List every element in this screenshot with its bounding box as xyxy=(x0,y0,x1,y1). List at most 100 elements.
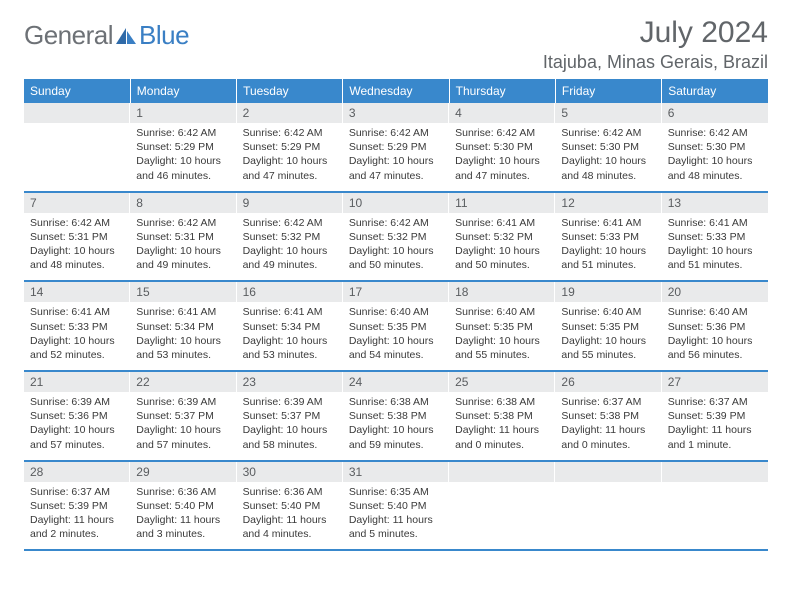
calendar-body: 1Sunrise: 6:42 AMSunset: 5:29 PMDaylight… xyxy=(24,103,768,550)
day-body: Sunrise: 6:42 AMSunset: 5:31 PMDaylight:… xyxy=(130,213,236,281)
sunrise-text: Sunrise: 6:41 AM xyxy=(561,216,655,230)
sunrise-text: Sunrise: 6:42 AM xyxy=(136,126,230,140)
day-body xyxy=(662,482,768,542)
day-body: Sunrise: 6:40 AMSunset: 5:35 PMDaylight:… xyxy=(343,302,449,370)
day-number: 27 xyxy=(662,372,768,392)
day-cell: 1Sunrise: 6:42 AMSunset: 5:29 PMDaylight… xyxy=(130,103,236,192)
day-cell: 22Sunrise: 6:39 AMSunset: 5:37 PMDayligh… xyxy=(130,371,236,461)
day-cell: 13Sunrise: 6:41 AMSunset: 5:33 PMDayligh… xyxy=(662,192,768,282)
day-number: 30 xyxy=(237,462,343,482)
sunrise-text: Sunrise: 6:39 AM xyxy=(243,395,337,409)
daylight-text: Daylight: 10 hours and 46 minutes. xyxy=(136,154,230,182)
day-cell: 5Sunrise: 6:42 AMSunset: 5:30 PMDaylight… xyxy=(555,103,661,192)
day-body: Sunrise: 6:39 AMSunset: 5:37 PMDaylight:… xyxy=(237,392,343,460)
dow-sunday: Sunday xyxy=(24,79,130,103)
day-body: Sunrise: 6:35 AMSunset: 5:40 PMDaylight:… xyxy=(343,482,449,550)
sunset-text: Sunset: 5:36 PM xyxy=(30,409,124,423)
day-number: 6 xyxy=(662,103,768,123)
day-cell: 18Sunrise: 6:40 AMSunset: 5:35 PMDayligh… xyxy=(449,281,555,371)
day-body: Sunrise: 6:39 AMSunset: 5:36 PMDaylight:… xyxy=(24,392,130,460)
daylight-text: Daylight: 10 hours and 52 minutes. xyxy=(30,334,124,362)
day-number: 13 xyxy=(662,193,768,213)
day-body: Sunrise: 6:41 AMSunset: 5:32 PMDaylight:… xyxy=(449,213,555,281)
sunrise-text: Sunrise: 6:40 AM xyxy=(561,305,655,319)
sunrise-text: Sunrise: 6:42 AM xyxy=(561,126,655,140)
sunrise-text: Sunrise: 6:41 AM xyxy=(243,305,337,319)
day-body: Sunrise: 6:42 AMSunset: 5:29 PMDaylight:… xyxy=(130,123,236,191)
sunrise-text: Sunrise: 6:42 AM xyxy=(349,216,443,230)
week-row: 1Sunrise: 6:42 AMSunset: 5:29 PMDaylight… xyxy=(24,103,768,192)
daylight-text: Daylight: 10 hours and 50 minutes. xyxy=(349,244,443,272)
day-cell: 14Sunrise: 6:41 AMSunset: 5:33 PMDayligh… xyxy=(24,281,130,371)
day-number: 26 xyxy=(555,372,661,392)
day-cell: 30Sunrise: 6:36 AMSunset: 5:40 PMDayligh… xyxy=(237,461,343,551)
sunset-text: Sunset: 5:40 PM xyxy=(349,499,443,513)
daylight-text: Daylight: 10 hours and 50 minutes. xyxy=(455,244,549,272)
daylight-text: Daylight: 11 hours and 0 minutes. xyxy=(455,423,549,451)
sunset-text: Sunset: 5:29 PM xyxy=(243,140,337,154)
day-body: Sunrise: 6:42 AMSunset: 5:29 PMDaylight:… xyxy=(343,123,449,191)
calendar-table: Sunday Monday Tuesday Wednesday Thursday… xyxy=(24,79,768,551)
day-number: 23 xyxy=(237,372,343,392)
day-number: 25 xyxy=(449,372,555,392)
sunset-text: Sunset: 5:29 PM xyxy=(349,140,443,154)
day-number: 7 xyxy=(24,193,130,213)
daylight-text: Daylight: 10 hours and 48 minutes. xyxy=(30,244,124,272)
brand-part1: General xyxy=(24,20,113,51)
day-body: Sunrise: 6:38 AMSunset: 5:38 PMDaylight:… xyxy=(449,392,555,460)
day-body: Sunrise: 6:42 AMSunset: 5:30 PMDaylight:… xyxy=(449,123,555,191)
day-number: 28 xyxy=(24,462,130,482)
sunset-text: Sunset: 5:38 PM xyxy=(561,409,655,423)
day-cell: 31Sunrise: 6:35 AMSunset: 5:40 PMDayligh… xyxy=(343,461,449,551)
sunset-text: Sunset: 5:39 PM xyxy=(30,499,124,513)
daylight-text: Daylight: 11 hours and 4 minutes. xyxy=(243,513,337,541)
day-cell: 25Sunrise: 6:38 AMSunset: 5:38 PMDayligh… xyxy=(449,371,555,461)
dow-monday: Monday xyxy=(130,79,236,103)
daylight-text: Daylight: 11 hours and 1 minute. xyxy=(668,423,762,451)
day-cell: 6Sunrise: 6:42 AMSunset: 5:30 PMDaylight… xyxy=(662,103,768,192)
day-number: 24 xyxy=(343,372,449,392)
sunrise-text: Sunrise: 6:39 AM xyxy=(136,395,230,409)
day-cell: 15Sunrise: 6:41 AMSunset: 5:34 PMDayligh… xyxy=(130,281,236,371)
day-cell: 17Sunrise: 6:40 AMSunset: 5:35 PMDayligh… xyxy=(343,281,449,371)
sunrise-text: Sunrise: 6:42 AM xyxy=(243,216,337,230)
day-body: Sunrise: 6:40 AMSunset: 5:35 PMDaylight:… xyxy=(449,302,555,370)
day-cell: 29Sunrise: 6:36 AMSunset: 5:40 PMDayligh… xyxy=(130,461,236,551)
sunrise-text: Sunrise: 6:40 AM xyxy=(349,305,443,319)
day-number xyxy=(555,462,661,482)
day-cell xyxy=(662,461,768,551)
week-row: 28Sunrise: 6:37 AMSunset: 5:39 PMDayligh… xyxy=(24,461,768,551)
day-body: Sunrise: 6:42 AMSunset: 5:29 PMDaylight:… xyxy=(237,123,343,191)
dow-friday: Friday xyxy=(555,79,661,103)
day-cell: 4Sunrise: 6:42 AMSunset: 5:30 PMDaylight… xyxy=(449,103,555,192)
daylight-text: Daylight: 10 hours and 48 minutes. xyxy=(668,154,762,182)
sunset-text: Sunset: 5:33 PM xyxy=(668,230,762,244)
sunset-text: Sunset: 5:39 PM xyxy=(668,409,762,423)
day-number xyxy=(662,462,768,482)
day-body: Sunrise: 6:41 AMSunset: 5:33 PMDaylight:… xyxy=(24,302,130,370)
day-cell: 20Sunrise: 6:40 AMSunset: 5:36 PMDayligh… xyxy=(662,281,768,371)
sunrise-text: Sunrise: 6:37 AM xyxy=(30,485,124,499)
day-body: Sunrise: 6:42 AMSunset: 5:32 PMDaylight:… xyxy=(237,213,343,281)
day-cell: 9Sunrise: 6:42 AMSunset: 5:32 PMDaylight… xyxy=(237,192,343,282)
sunset-text: Sunset: 5:36 PM xyxy=(668,320,762,334)
day-body xyxy=(555,482,661,542)
daylight-text: Daylight: 10 hours and 53 minutes. xyxy=(243,334,337,362)
sunset-text: Sunset: 5:40 PM xyxy=(136,499,230,513)
day-number: 8 xyxy=(130,193,236,213)
day-cell: 2Sunrise: 6:42 AMSunset: 5:29 PMDaylight… xyxy=(237,103,343,192)
daylight-text: Daylight: 10 hours and 58 minutes. xyxy=(243,423,337,451)
day-cell: 7Sunrise: 6:42 AMSunset: 5:31 PMDaylight… xyxy=(24,192,130,282)
sunrise-text: Sunrise: 6:41 AM xyxy=(668,216,762,230)
day-cell xyxy=(24,103,130,192)
header: General Blue July 2024 Itajuba, Minas Ge… xyxy=(24,16,768,73)
sunset-text: Sunset: 5:31 PM xyxy=(30,230,124,244)
daylight-text: Daylight: 11 hours and 2 minutes. xyxy=(30,513,124,541)
daylight-text: Daylight: 11 hours and 3 minutes. xyxy=(136,513,230,541)
day-number: 5 xyxy=(555,103,661,123)
daylight-text: Daylight: 10 hours and 47 minutes. xyxy=(349,154,443,182)
sunrise-text: Sunrise: 6:41 AM xyxy=(455,216,549,230)
day-number: 9 xyxy=(237,193,343,213)
daylight-text: Daylight: 10 hours and 51 minutes. xyxy=(561,244,655,272)
day-of-week-row: Sunday Monday Tuesday Wednesday Thursday… xyxy=(24,79,768,103)
